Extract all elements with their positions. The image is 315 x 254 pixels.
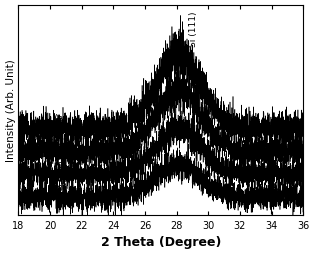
Y-axis label: Intensity (Arb. Unit): Intensity (Arb. Unit): [6, 59, 15, 162]
Text: (b): (b): [53, 136, 68, 146]
Text: Si (111): Si (111): [189, 11, 198, 46]
X-axis label: 2 Theta (Degree): 2 Theta (Degree): [100, 235, 221, 248]
Text: (c): (c): [53, 159, 67, 169]
Text: (d): (d): [53, 182, 68, 192]
Text: (a): (a): [53, 113, 67, 123]
